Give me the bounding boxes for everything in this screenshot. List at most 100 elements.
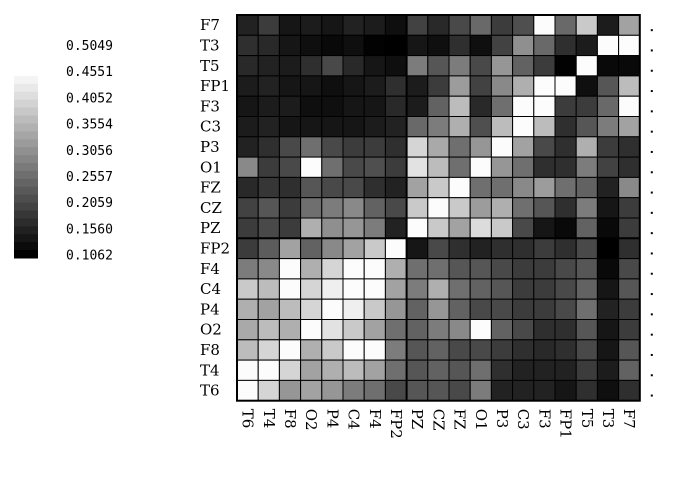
heatmap-cell-C4-FP2 — [384, 278, 408, 300]
heatmap-cell-P4-P4 — [321, 298, 344, 321]
heatmap-cell-C3-F8 — [278, 116, 302, 138]
colorbar-tick-label: 0.2557 — [66, 170, 113, 185]
heatmap-cell-O2-P3 — [490, 319, 514, 341]
heatmap-cell-P3-F7 — [618, 136, 641, 158]
heatmap-cell-T4-T6 — [236, 359, 259, 381]
heatmap-cell-T3-O2 — [300, 34, 323, 57]
column-label-P3: P3 — [493, 409, 511, 429]
heatmap-cell-F7-O2 — [300, 14, 323, 36]
heatmap-cell-O2-F8 — [278, 319, 302, 341]
heatmap-cell-F8-F7 — [618, 339, 641, 361]
heatmap-cell-O1-O1 — [469, 156, 492, 178]
row-label-F8: F8 — [200, 341, 220, 359]
heatmap-cell-T4-O1 — [469, 359, 492, 381]
heatmap-cell-T4-CZ — [427, 359, 450, 381]
heatmap-cell-T3-T5 — [575, 34, 598, 57]
colorbar-step — [14, 194, 38, 204]
heatmap-cell-P4-CZ — [427, 298, 450, 321]
heatmap-cell-F3-F3 — [533, 95, 556, 117]
heatmap-cell-FP1-T5 — [575, 75, 598, 97]
heatmap-cell-FP1-FP1 — [554, 75, 577, 97]
heatmap-cell-PZ-C4 — [342, 217, 365, 239]
heatmap-cell-F8-C3 — [512, 339, 535, 361]
right-tick-mark — [650, 272, 653, 275]
heatmap-cell-C4-P4 — [321, 278, 344, 300]
column-label-F7: F7 — [620, 409, 638, 429]
heatmap-cell-O2-CZ — [427, 319, 450, 341]
heatmap-cell-T4-FP2 — [384, 359, 408, 381]
heatmap-cell-C4-C4 — [342, 278, 365, 300]
colorbar-step — [14, 210, 38, 219]
heatmap-cell-P3-F4 — [363, 136, 386, 158]
heatmap-cell-T5-C3 — [512, 55, 535, 77]
colorbar-labels: 0.5049 0.4551 0.4052 0.3554 0.3056 0.2557 0.20… — [66, 39, 113, 264]
heatmap-cell-CZ-O2 — [300, 197, 323, 219]
heatmap-cell-O2-P4 — [321, 319, 344, 341]
heatmap-cell-PZ-P3 — [490, 217, 514, 239]
heatmap-cell-FP1-T4 — [257, 75, 280, 97]
heatmap-cell-F7-PZ — [406, 14, 429, 36]
heatmap-cell-T4-PZ — [406, 359, 429, 381]
heatmap-cell-C4-F3 — [533, 278, 556, 300]
heatmap-cell-F8-T6 — [236, 339, 259, 361]
row-label-FP2: FP2 — [200, 239, 230, 257]
heatmap-cell-F8-FP2 — [384, 339, 408, 361]
heatmap-cell-F7-P3 — [490, 14, 514, 36]
heatmap-cell-O2-O1 — [469, 319, 492, 341]
heatmap-cell-FZ-F3 — [533, 176, 556, 199]
right-tick-mark — [650, 252, 653, 255]
heatmap-cell-C3-FZ — [448, 116, 471, 138]
heatmap-cell-F4-P4 — [321, 258, 344, 280]
column-label-PZ: PZ — [408, 409, 426, 430]
heatmap-cell-O1-FZ — [448, 156, 471, 178]
heatmap-cell-C4-F7 — [618, 278, 641, 300]
heatmap-cell-F7-C3 — [512, 14, 535, 36]
heatmap-cell-C4-FZ — [448, 278, 471, 300]
heatmap-cell-F4-O2 — [300, 258, 323, 280]
heatmap-cell-T5-P3 — [490, 55, 514, 77]
heatmap-cell-FZ-F4 — [363, 176, 386, 199]
heatmap-cell-O1-T4 — [257, 156, 280, 178]
heatmap-cell-O1-O2 — [300, 156, 323, 178]
column-label-F4: F4 — [366, 409, 384, 429]
heatmap-cell-P4-F4 — [363, 298, 386, 321]
heatmap-cell-T6-O2 — [300, 379, 323, 402]
right-tick-mark — [650, 232, 653, 235]
heatmap-cell-O2-T6 — [236, 319, 259, 341]
heatmap-cell-T6-P4 — [321, 379, 344, 402]
row-label-T6: T6 — [200, 382, 220, 400]
heatmap-cell-F4-FP1 — [554, 258, 577, 280]
heatmap-cell-C3-T4 — [257, 116, 280, 138]
heatmap-cell-F8-C4 — [342, 339, 365, 361]
heatmap-cell-FZ-FP1 — [554, 176, 577, 199]
heatmap-cell-P4-T3 — [596, 298, 620, 321]
heatmap-cell-PZ-T4 — [257, 217, 280, 239]
heatmap-cell-F7-T3 — [596, 14, 620, 36]
heatmap-cell-F4-T6 — [236, 258, 259, 280]
heatmap-cell-T6-F8 — [278, 379, 302, 402]
heatmap-cell-O2-F4 — [363, 319, 386, 341]
heatmap-cell-F4-O1 — [469, 258, 492, 280]
heatmap-cell-F3-T4 — [257, 95, 280, 117]
heatmap-cell-PZ-FP2 — [384, 217, 408, 239]
heatmap-cell-O1-P3 — [490, 156, 514, 178]
heatmap-cell-FP2-C3 — [512, 237, 535, 260]
column-label-T4: T4 — [260, 409, 278, 429]
heatmap-cell-C3-CZ — [427, 116, 450, 138]
heatmap-cell-FP1-CZ — [427, 75, 450, 97]
right-tick-mark — [650, 353, 653, 356]
column-label-C4: C4 — [345, 409, 363, 430]
heatmap-cell-T5-PZ — [406, 55, 429, 77]
right-tick-mark — [650, 130, 653, 133]
heatmap-cell-FZ-FZ — [448, 176, 471, 199]
heatmap-cell-F3-CZ — [427, 95, 450, 117]
heatmap-cell-T6-FZ — [448, 379, 471, 402]
heatmap-cell-FZ-C4 — [342, 176, 365, 199]
heatmap-cell-FP2-T5 — [575, 237, 598, 260]
heatmap-cell-PZ-P4 — [321, 217, 344, 239]
heatmap-cell-O1-FP2 — [384, 156, 408, 178]
heatmap-cell-O1-FP1 — [554, 156, 577, 178]
heatmap-cell-F8-PZ — [406, 339, 429, 361]
heatmap-cell-FZ-T4 — [257, 176, 280, 199]
